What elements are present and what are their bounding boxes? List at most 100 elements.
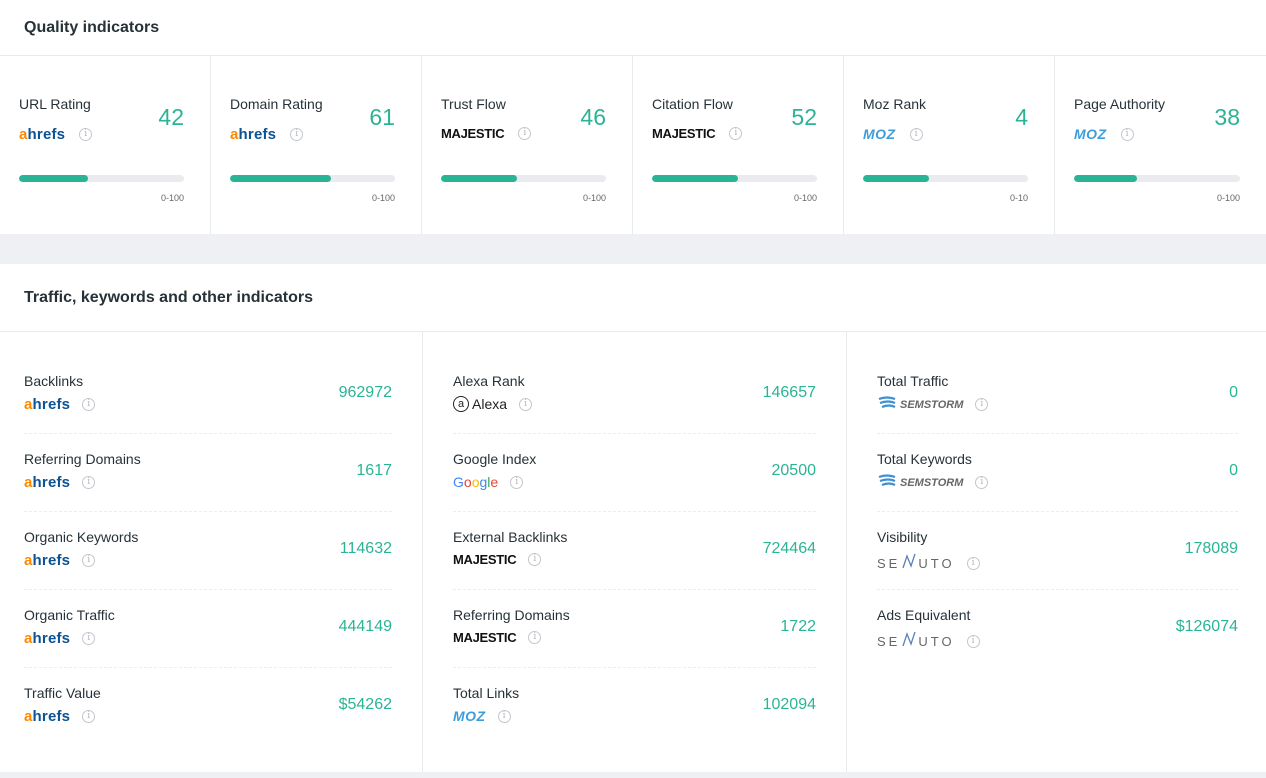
progress-bar	[863, 175, 1028, 182]
info-icon[interactable]: i	[518, 127, 532, 140]
metric-label: Total Traffic	[877, 373, 949, 389]
metric-source: MOZ i	[453, 708, 511, 724]
metric-source: ahrefs i	[24, 474, 96, 491]
majestic-logo: MAJESTIC	[652, 126, 716, 141]
metric-alexa-rank: Alexa Rank a Alexa i 146657	[453, 356, 816, 434]
ahrefs-logo-rest: hrefs	[238, 126, 277, 143]
card-value: 52	[791, 104, 817, 130]
info-icon[interactable]: i	[290, 128, 304, 141]
moz-logo: MOZ	[1074, 126, 1107, 142]
metric-label: Referring Domains	[453, 607, 570, 623]
metric-organic-traffic: Organic Traffic ahrefs i 444149	[24, 590, 392, 668]
alexa-logo: a Alexa	[453, 396, 507, 412]
metric-value: 0	[1229, 462, 1238, 479]
metric-value: 1722	[780, 618, 816, 635]
google-logo: Google	[453, 474, 499, 490]
ahrefs-logo-rest: hrefs	[27, 126, 66, 143]
card-label: Moz Rank	[863, 96, 927, 112]
ahrefs-logo: ahrefs	[24, 552, 70, 569]
ahrefs-logo: ahrefs	[24, 474, 70, 491]
card-range: 0-10	[1009, 193, 1028, 203]
metric-value: 962972	[338, 384, 392, 401]
ahrefs-logo: ahrefs	[19, 126, 65, 143]
info-icon[interactable]: i	[79, 128, 93, 141]
info-icon[interactable]: i	[82, 632, 96, 645]
info-icon[interactable]: i	[82, 476, 96, 489]
card-value: 46	[580, 104, 606, 130]
card-value: 42	[158, 104, 184, 130]
metric-source: MAJESTIC i	[453, 630, 542, 645]
majestic-logo: MAJESTIC	[453, 630, 517, 645]
metric-backlinks: Backlinks ahrefs i 962972	[24, 356, 392, 434]
ahrefs-logo-rest: hrefs	[32, 552, 71, 569]
info-icon[interactable]: i	[497, 709, 511, 723]
metric-label: Total Links	[453, 685, 520, 701]
card-source: ahrefs i	[230, 126, 304, 143]
card-label: Domain Rating	[230, 96, 323, 112]
info-icon[interactable]: i	[966, 635, 980, 648]
quality-card-trust-flow: Trust Flow MAJESTIC i 46 0-100	[422, 56, 633, 234]
ahrefs-logo-rest: hrefs	[32, 708, 71, 725]
ahrefs-logo: ahrefs	[230, 126, 276, 143]
traffic-column-1: Backlinks ahrefs i 962972 Referring Domains a…	[0, 332, 423, 772]
info-icon[interactable]: i	[975, 476, 989, 489]
metric-label: Organic Keywords	[24, 529, 139, 545]
metric-label: Visibility	[877, 529, 928, 545]
metric-label: Referring Domains	[24, 451, 141, 467]
card-label: Trust Flow	[441, 96, 506, 112]
quality-card-domain-rating: Domain Rating ahrefs i 61 0-100	[211, 56, 422, 234]
metric-source: SEMSTORM i	[877, 474, 989, 491]
progress-bar-fill	[230, 175, 331, 182]
info-icon[interactable]: i	[510, 475, 524, 489]
info-icon[interactable]: i	[528, 631, 542, 644]
ahrefs-logo-a: a	[24, 708, 33, 725]
metric-traffic-value: Traffic Value ahrefs i $54262	[24, 668, 392, 746]
info-icon[interactable]: i	[82, 554, 96, 567]
quality-card-moz-rank: Moz Rank MOZ i 4 0-10	[844, 56, 1055, 234]
ahrefs-logo-a: a	[24, 630, 33, 647]
progress-bar	[441, 175, 606, 182]
info-icon[interactable]: i	[82, 710, 96, 723]
metric-label: External Backlinks	[453, 529, 568, 545]
quality-card-url-rating: URL Rating ahrefs i 42 0-100	[0, 56, 211, 234]
metric-source: ahrefs i	[24, 552, 96, 569]
info-icon[interactable]: i	[975, 398, 989, 411]
metric-label: Organic Traffic	[24, 607, 115, 623]
card-value: 38	[1214, 104, 1240, 130]
card-range: 0-100	[1216, 193, 1240, 203]
semstorm-logo-text: SEMSTORM	[900, 476, 964, 489]
card-value: 4	[1015, 104, 1028, 130]
semstorm-logo-text: SEMSTORM	[900, 398, 964, 411]
card-range: 0-100	[582, 193, 606, 203]
info-icon[interactable]: i	[909, 127, 923, 141]
card-range: 0-100	[793, 193, 817, 203]
metric-visibility: Visibility SE UTO i 178089	[877, 512, 1238, 590]
info-icon[interactable]: i	[966, 557, 980, 570]
metric-label: Ads Equivalent	[877, 607, 971, 623]
metric-source: a Alexa i	[453, 396, 533, 412]
info-icon[interactable]: i	[729, 127, 743, 140]
metric-source: SEMSTORM i	[877, 396, 989, 413]
metric-source: ahrefs i	[24, 396, 96, 413]
moz-logo: MOZ	[453, 708, 486, 724]
metric-label: Total Keywords	[877, 451, 972, 467]
metric-value: 1617	[356, 462, 392, 479]
info-icon[interactable]: i	[528, 553, 542, 566]
moz-logo: MOZ	[863, 126, 896, 142]
metric-referring-domains: Referring Domains MAJESTIC i 1722	[453, 590, 816, 668]
info-icon[interactable]: i	[1120, 127, 1134, 141]
info-icon[interactable]: i	[82, 398, 96, 411]
metric-label: Traffic Value	[24, 685, 101, 701]
progress-bar-fill	[863, 175, 929, 182]
metric-external-backlinks: External Backlinks MAJESTIC i 724464	[453, 512, 816, 590]
card-label: Citation Flow	[652, 96, 733, 112]
traffic-columns: Backlinks ahrefs i 962972 Referring Domains a…	[0, 332, 1266, 772]
ahrefs-logo-a: a	[230, 126, 239, 143]
card-source: MOZ i	[863, 126, 923, 142]
info-icon[interactable]: i	[519, 397, 533, 411]
card-source: MAJESTIC i	[441, 126, 532, 141]
ahrefs-logo: ahrefs	[24, 396, 70, 413]
metric-value: 146657	[762, 384, 816, 401]
ahrefs-logo-rest: hrefs	[32, 396, 71, 413]
card-source: MOZ i	[1074, 126, 1134, 142]
